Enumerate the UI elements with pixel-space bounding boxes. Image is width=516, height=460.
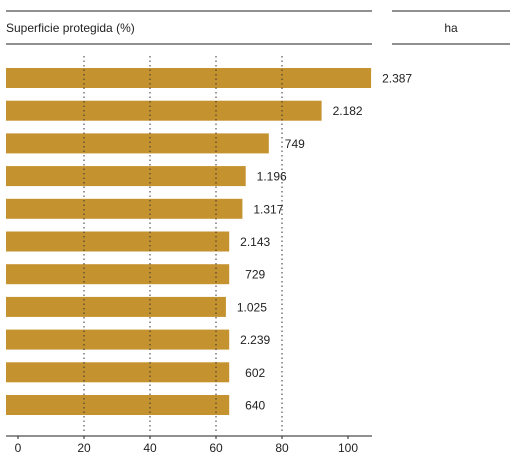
x-tick-label: 20 bbox=[77, 441, 91, 455]
bar bbox=[6, 395, 230, 415]
bar-value-label: 2.239 bbox=[240, 333, 270, 347]
x-tick-label: 60 bbox=[209, 441, 223, 455]
bar-value-label: 602 bbox=[245, 366, 265, 380]
bar bbox=[6, 133, 269, 154]
header-right-label: ha bbox=[444, 21, 458, 35]
value-labels-group: 2.387 2.182 749 1.196 1.317 2.143 729 1.025 2.23… bbox=[237, 72, 413, 413]
x-ticks-group: 0 20 40 60 80 100 bbox=[15, 436, 358, 455]
bar bbox=[6, 264, 230, 285]
bar bbox=[6, 362, 230, 383]
bar-value-label: 729 bbox=[245, 268, 265, 282]
x-tick-label: 40 bbox=[143, 441, 157, 455]
bars-group bbox=[6, 68, 372, 415]
bar bbox=[6, 68, 372, 88]
bar-value-label: 1.025 bbox=[237, 300, 267, 314]
bar-value-label: 2.143 bbox=[240, 235, 270, 249]
bar-value-label: 1.317 bbox=[253, 202, 283, 216]
bar-value-label: 640 bbox=[245, 399, 265, 413]
bar bbox=[6, 329, 230, 350]
bar bbox=[6, 198, 243, 219]
bar bbox=[6, 100, 322, 121]
bar-value-label: 2.182 bbox=[333, 104, 363, 118]
header-left-label: Superficie protegida (%) bbox=[6, 21, 135, 35]
bar bbox=[6, 231, 230, 252]
x-tick-label: 0 bbox=[15, 441, 22, 455]
x-tick-label: 80 bbox=[275, 441, 289, 455]
x-tick-label: 100 bbox=[338, 441, 358, 455]
bar-value-label: 2.387 bbox=[382, 72, 412, 86]
bar bbox=[6, 166, 246, 187]
bar-value-label: 749 bbox=[285, 137, 305, 151]
bar bbox=[6, 296, 226, 317]
bar-value-label: 1.196 bbox=[257, 170, 287, 184]
